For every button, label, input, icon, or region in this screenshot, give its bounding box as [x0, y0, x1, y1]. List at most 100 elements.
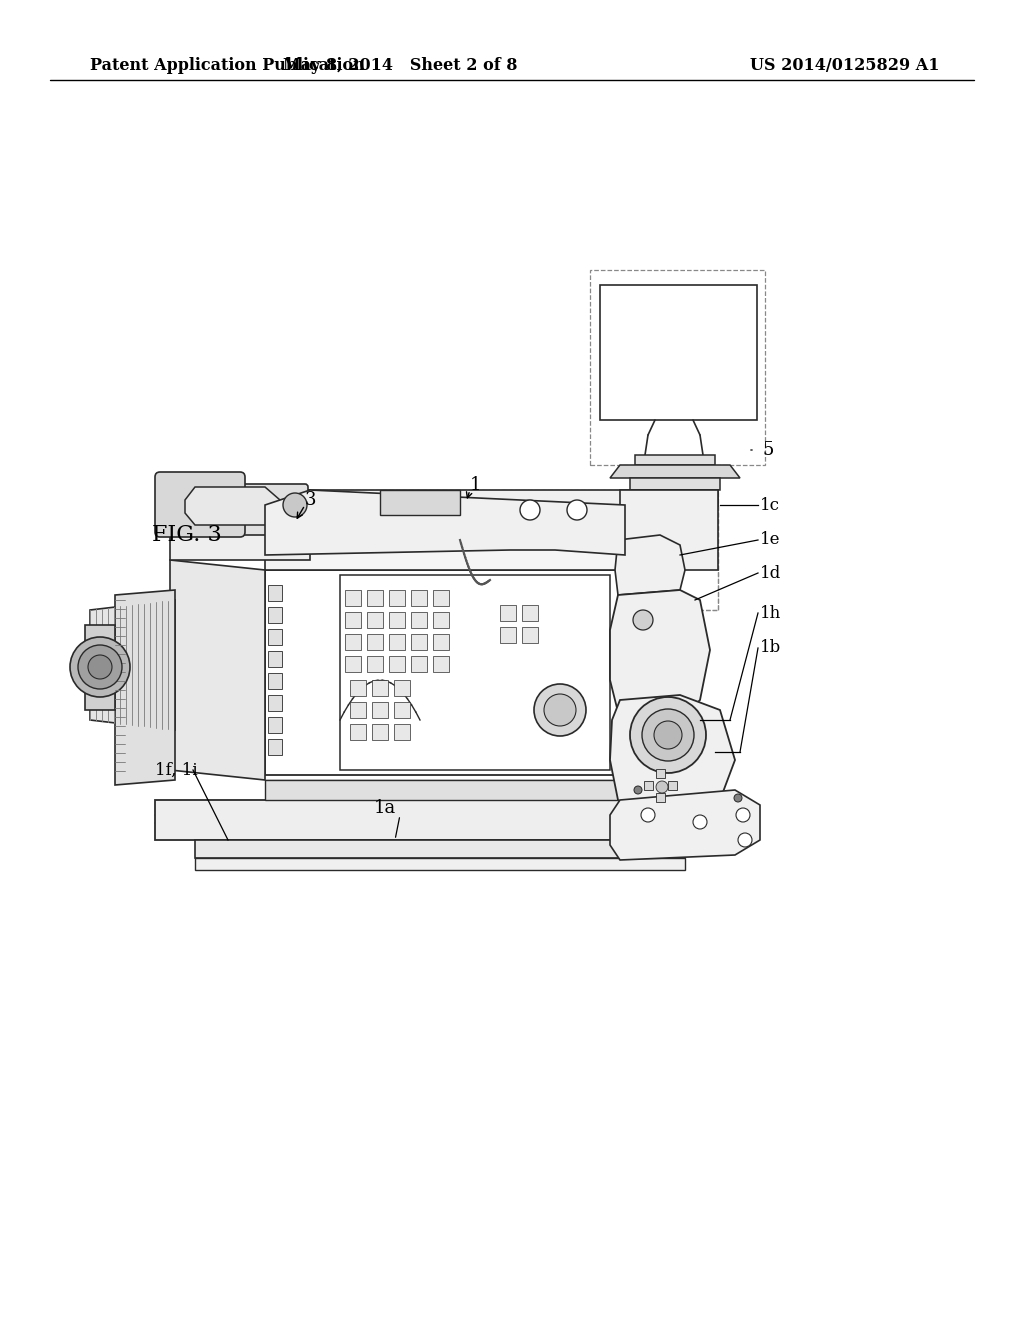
Bar [367, 656, 383, 672]
FancyBboxPatch shape [155, 473, 245, 537]
Polygon shape [620, 490, 718, 570]
Bar [389, 634, 406, 649]
Text: 1e: 1e [760, 532, 780, 549]
Bar [590, 271, 765, 465]
Polygon shape [308, 490, 718, 506]
Bar [345, 590, 361, 606]
Polygon shape [195, 858, 685, 870]
Text: 1d: 1d [760, 565, 781, 582]
Text: 1b: 1b [760, 639, 781, 656]
Polygon shape [115, 590, 175, 785]
Bar [411, 634, 427, 649]
Polygon shape [610, 789, 760, 861]
Bar [308, 490, 718, 610]
Polygon shape [155, 800, 730, 840]
Bar [372, 680, 388, 696]
Bar [433, 656, 449, 672]
FancyBboxPatch shape [162, 484, 308, 535]
Text: 1c: 1c [760, 496, 780, 513]
Bar [411, 590, 427, 606]
Bar [345, 612, 361, 628]
Text: 5: 5 [762, 441, 773, 459]
Text: US 2014/0125829 A1: US 2014/0125829 A1 [751, 57, 940, 74]
Circle shape [736, 808, 750, 822]
Polygon shape [185, 487, 280, 525]
Bar [389, 656, 406, 672]
Bar [85, 624, 115, 710]
Polygon shape [600, 285, 757, 420]
Bar [522, 605, 538, 620]
Bar [644, 781, 653, 789]
Bar [656, 793, 665, 803]
Bar [433, 590, 449, 606]
Bar [411, 656, 427, 672]
Polygon shape [90, 601, 175, 730]
Circle shape [567, 500, 587, 520]
Bar [345, 656, 361, 672]
Circle shape [520, 500, 540, 520]
Bar [389, 590, 406, 606]
Bar [411, 612, 427, 628]
Bar [268, 651, 282, 667]
Text: Patent Application Publication: Patent Application Publication [90, 57, 365, 74]
Polygon shape [265, 490, 625, 554]
Bar [389, 612, 406, 628]
Polygon shape [170, 490, 310, 560]
Bar [433, 634, 449, 649]
Polygon shape [265, 780, 625, 800]
Bar [268, 630, 282, 645]
Bar [350, 702, 366, 718]
Bar [350, 723, 366, 741]
Bar [345, 634, 361, 649]
Bar [367, 634, 383, 649]
Bar [372, 723, 388, 741]
Text: 3: 3 [305, 491, 316, 510]
Circle shape [656, 781, 668, 793]
Circle shape [630, 697, 706, 774]
Bar [268, 696, 282, 711]
Polygon shape [195, 840, 685, 858]
Text: 1: 1 [470, 477, 481, 494]
Bar [340, 576, 610, 770]
Bar [268, 717, 282, 733]
Circle shape [641, 808, 655, 822]
Bar [433, 612, 449, 628]
Circle shape [283, 492, 307, 517]
Bar [668, 781, 677, 789]
Polygon shape [610, 590, 710, 725]
Polygon shape [635, 455, 715, 465]
Polygon shape [170, 560, 265, 780]
Polygon shape [610, 696, 735, 814]
Bar [394, 723, 410, 741]
Bar [367, 590, 383, 606]
Text: May 8, 2014   Sheet 2 of 8: May 8, 2014 Sheet 2 of 8 [283, 57, 517, 74]
Bar [268, 585, 282, 601]
Circle shape [654, 721, 682, 748]
Circle shape [544, 694, 575, 726]
Bar [350, 680, 366, 696]
Circle shape [78, 645, 122, 689]
Bar [394, 702, 410, 718]
Bar [500, 627, 516, 643]
Bar [367, 612, 383, 628]
Text: FIG. 3: FIG. 3 [152, 524, 222, 546]
Circle shape [88, 655, 112, 678]
Circle shape [734, 795, 742, 803]
Circle shape [70, 638, 130, 697]
Bar [268, 739, 282, 755]
Bar [500, 605, 516, 620]
Circle shape [642, 709, 694, 762]
Polygon shape [265, 570, 625, 775]
Circle shape [634, 785, 642, 795]
Bar [372, 702, 388, 718]
Bar [380, 490, 460, 515]
Bar [656, 770, 665, 777]
Polygon shape [610, 465, 740, 478]
Bar [268, 673, 282, 689]
Polygon shape [630, 478, 720, 490]
Text: 1f, 1i: 1f, 1i [155, 762, 198, 779]
Polygon shape [265, 506, 625, 570]
Text: 1h: 1h [760, 605, 781, 622]
Text: 1a: 1a [374, 799, 396, 817]
Bar [394, 680, 410, 696]
